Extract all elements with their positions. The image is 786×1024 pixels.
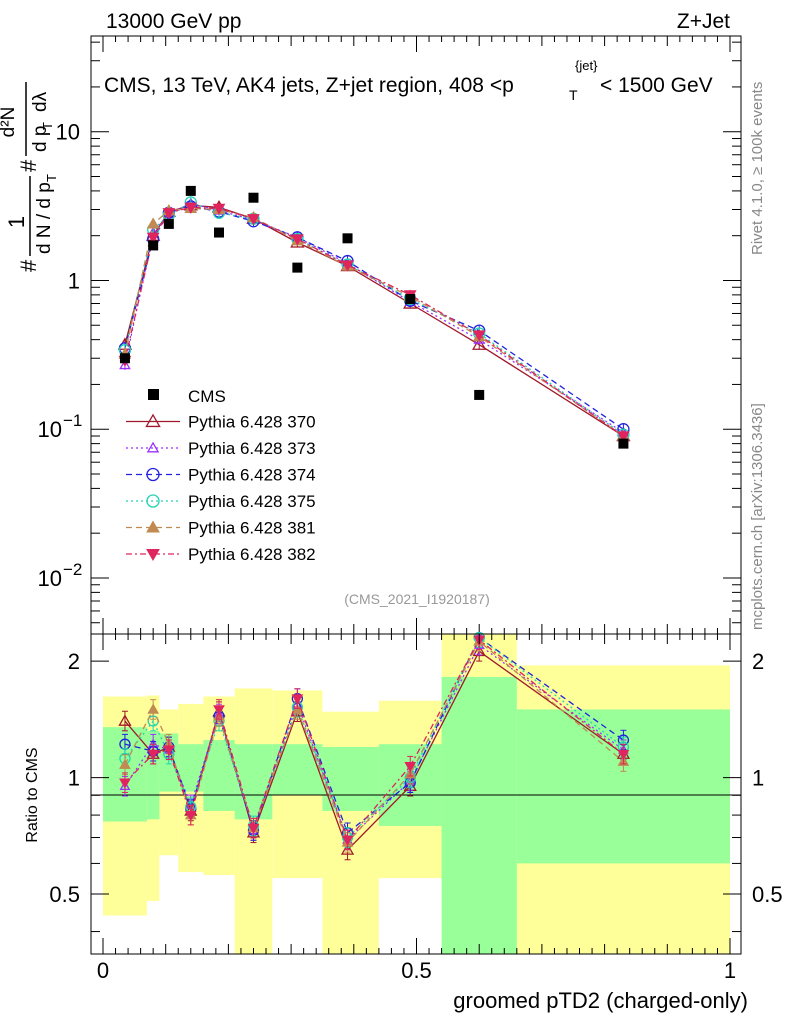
uncertainty-band-green — [322, 746, 379, 811]
y-label-den-1: d N / d p — [34, 182, 55, 254]
y-tick-label-bottom: 2 — [68, 649, 80, 674]
legend-label-data: CMS — [188, 387, 226, 406]
series-point — [472, 337, 487, 350]
ratio-point — [147, 703, 160, 714]
series-point — [146, 232, 160, 244]
legend-marker-3 — [146, 467, 160, 482]
legend-marker-2 — [146, 441, 160, 453]
y-tick-label-bottom: 1 — [68, 766, 80, 791]
series-point — [617, 431, 630, 443]
ratio-point — [617, 749, 630, 761]
series-point — [146, 217, 160, 229]
data-point — [292, 262, 303, 273]
legend-label-1: Pythia 6.428 370 — [188, 413, 316, 432]
y-label-den-2: d p — [30, 126, 51, 152]
title-superscript: {jet} — [575, 58, 598, 73]
legend-marker-1 — [145, 413, 161, 428]
y-axis-label-bottom: Ratio to CMS — [24, 747, 41, 842]
data-point — [474, 389, 485, 400]
title-end: < 1500 GeV — [600, 74, 713, 97]
data-point — [342, 233, 353, 244]
x-tick-label: 0 — [97, 958, 109, 983]
series-point — [247, 214, 260, 226]
uncertainty-band-green — [441, 676, 517, 954]
ratio-point — [119, 758, 131, 769]
ratio-point — [404, 761, 417, 773]
legend-marker-6 — [146, 549, 160, 562]
ratio-point — [341, 835, 354, 846]
rivet-version-label: Rivet 4.1.0, ≥ 100k events — [749, 82, 766, 255]
y-axis-label-top: # 1 d N / d p T # d²N d p T dλ — [0, 82, 59, 272]
ratio-point — [247, 823, 260, 835]
header-process: Z+Jet — [677, 10, 730, 33]
ratio-point — [184, 810, 197, 822]
series-point — [212, 203, 226, 215]
y-label-hash-2: # — [16, 159, 41, 172]
y-tick-label-top: 10 — [38, 417, 62, 442]
series-point — [119, 359, 131, 370]
plot-title: CMS, 13 TeV, AK4 jets, Z+jet region, 408… — [104, 58, 713, 103]
ratio-point — [119, 778, 131, 789]
y-tick-label-top-exp: −1 — [63, 411, 82, 430]
title-text: CMS, 13 TeV, AK4 jets, Z+jet region, 408… — [104, 74, 514, 97]
data-point — [405, 294, 416, 305]
y-label-num-1: 1 — [4, 216, 29, 228]
y-label-den-2-sub: T — [40, 122, 55, 130]
y-label-den-2-end: dλ — [30, 91, 51, 112]
y-tick-label-bottom-right: 0.5 — [752, 882, 783, 907]
legend-marker-4 — [146, 494, 160, 508]
ratio-line-3 — [124, 636, 624, 834]
analysis-id: (CMS_2021_I1920187) — [344, 591, 490, 607]
ratio-point — [147, 749, 160, 761]
ratio-panel: 0.5 0.5 1 1 2 2 — [49, 631, 783, 955]
y-tick-label-top-exp: −2 — [63, 560, 82, 579]
y-tick-label-top: 10 — [56, 120, 80, 145]
y-label-hash-1: # — [16, 259, 41, 272]
series-point — [184, 202, 198, 214]
series-line-5 — [124, 207, 624, 437]
data-point — [163, 218, 174, 229]
legend-label-2: Pythia 6.428 373 — [188, 439, 316, 458]
y-tick-label-bottom-right: 1 — [752, 766, 764, 791]
ratio-point — [213, 705, 225, 716]
ratio-point — [291, 694, 304, 705]
ratio-point — [162, 745, 175, 756]
mcplots-label: mcplots.cern.ch [arXiv:1306.3436] — [749, 403, 766, 630]
series-point — [341, 260, 354, 272]
series-point — [472, 330, 486, 342]
data-point — [213, 227, 224, 238]
uncertainty-band-green — [234, 744, 273, 820]
data-point — [618, 438, 629, 449]
y-label-den-1-sub: T — [44, 174, 59, 182]
y-label-num-2: d²N — [0, 107, 19, 138]
legend-marker-5 — [146, 520, 160, 533]
data-point — [248, 192, 259, 203]
series-line-2 — [124, 202, 624, 434]
x-tick-label: 1 — [724, 958, 736, 983]
legend-label-4: Pythia 6.428 375 — [188, 492, 316, 511]
series-point — [162, 208, 176, 220]
legend-label-3: Pythia 6.428 374 — [188, 466, 316, 485]
data-point — [148, 240, 159, 251]
title-subscript: T — [569, 87, 578, 103]
legend-label-5: Pythia 6.428 381 — [188, 519, 316, 538]
x-axis-label: groomed pTD2 (charged-only) — [453, 988, 748, 1013]
y-tick-label-bottom: 0.5 — [49, 882, 80, 907]
ratio-point — [118, 714, 132, 726]
series-point — [291, 234, 304, 246]
y-tick-label-top: 10 — [38, 566, 62, 591]
legend-marker-data — [148, 389, 159, 400]
data-point — [185, 185, 196, 196]
header-collision: 13000 GeV pp — [106, 10, 241, 33]
y-tick-label-top: 1 — [68, 268, 80, 293]
y-tick-label-bottom-right: 2 — [752, 649, 764, 674]
legend: CMS Pythia 6.428 370 Pythia 6.428 373 Pythi… — [126, 387, 316, 564]
ratio-line-6 — [124, 638, 624, 842]
x-tick-label: 0.5 — [401, 958, 432, 983]
legend-label-6: Pythia 6.428 382 — [188, 545, 316, 564]
data-point — [119, 353, 130, 364]
